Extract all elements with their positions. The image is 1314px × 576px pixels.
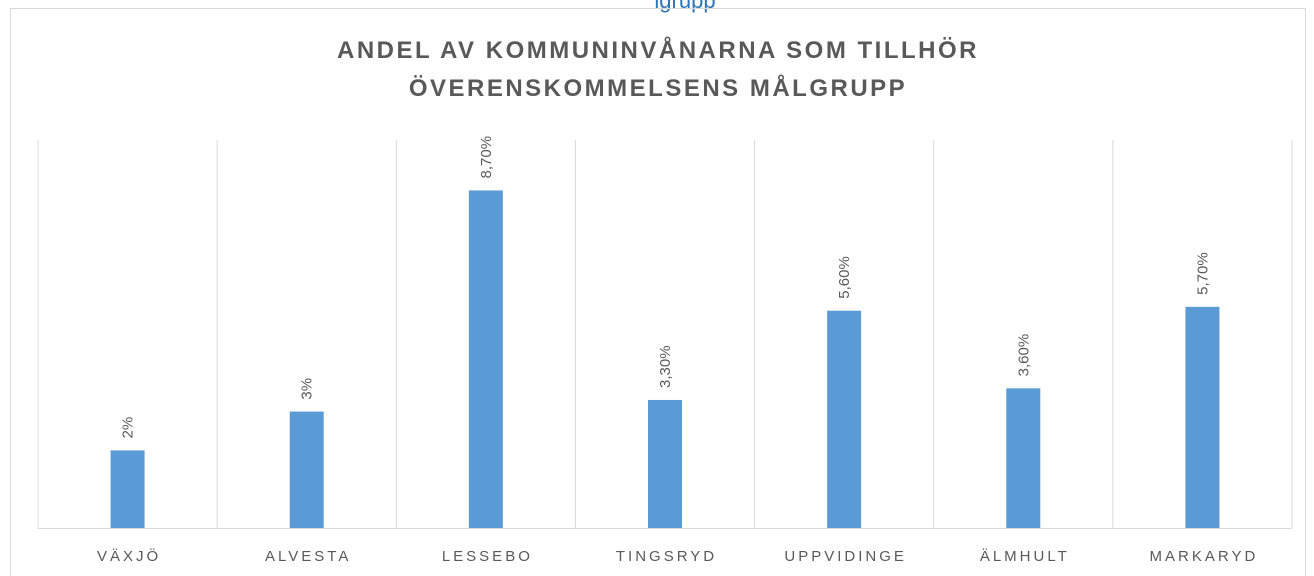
data-label: 3,30% (657, 345, 674, 388)
data-label: 2% (120, 417, 137, 439)
data-label: 3,60% (1015, 334, 1032, 377)
x-tick-label: ALVESTA (265, 548, 351, 565)
bar (110, 450, 145, 528)
x-tick-label: TINGSRYD (616, 548, 717, 565)
chart-title: ÖVERENSKOMMELSENS MÅLGRUPP (409, 74, 907, 102)
x-tick-label: ÄLMHULT (980, 548, 1070, 565)
bar (648, 399, 682, 528)
x-tick-label: LESSEBO (442, 548, 533, 565)
bar (827, 310, 862, 528)
data-label: 8,70% (478, 136, 495, 179)
x-tick-label: VÄXJÖ (97, 547, 161, 565)
bar (1185, 306, 1220, 528)
x-tick-label: MARKARYD (1150, 548, 1259, 565)
header-fragment: lgrupp (654, 0, 715, 13)
data-label: 5,60% (836, 256, 853, 299)
data-label: 5,70% (1194, 252, 1211, 295)
bar (1006, 388, 1041, 528)
chart-title: ANDEL AV KOMMUNINVÅNARNA SOM TILLHÖR (337, 36, 979, 64)
data-label: 3% (299, 378, 316, 400)
chart-frame (10, 8, 1306, 576)
x-tick-label: UPPVIDINGE (784, 548, 907, 565)
bar (468, 190, 503, 528)
bar (289, 411, 324, 528)
